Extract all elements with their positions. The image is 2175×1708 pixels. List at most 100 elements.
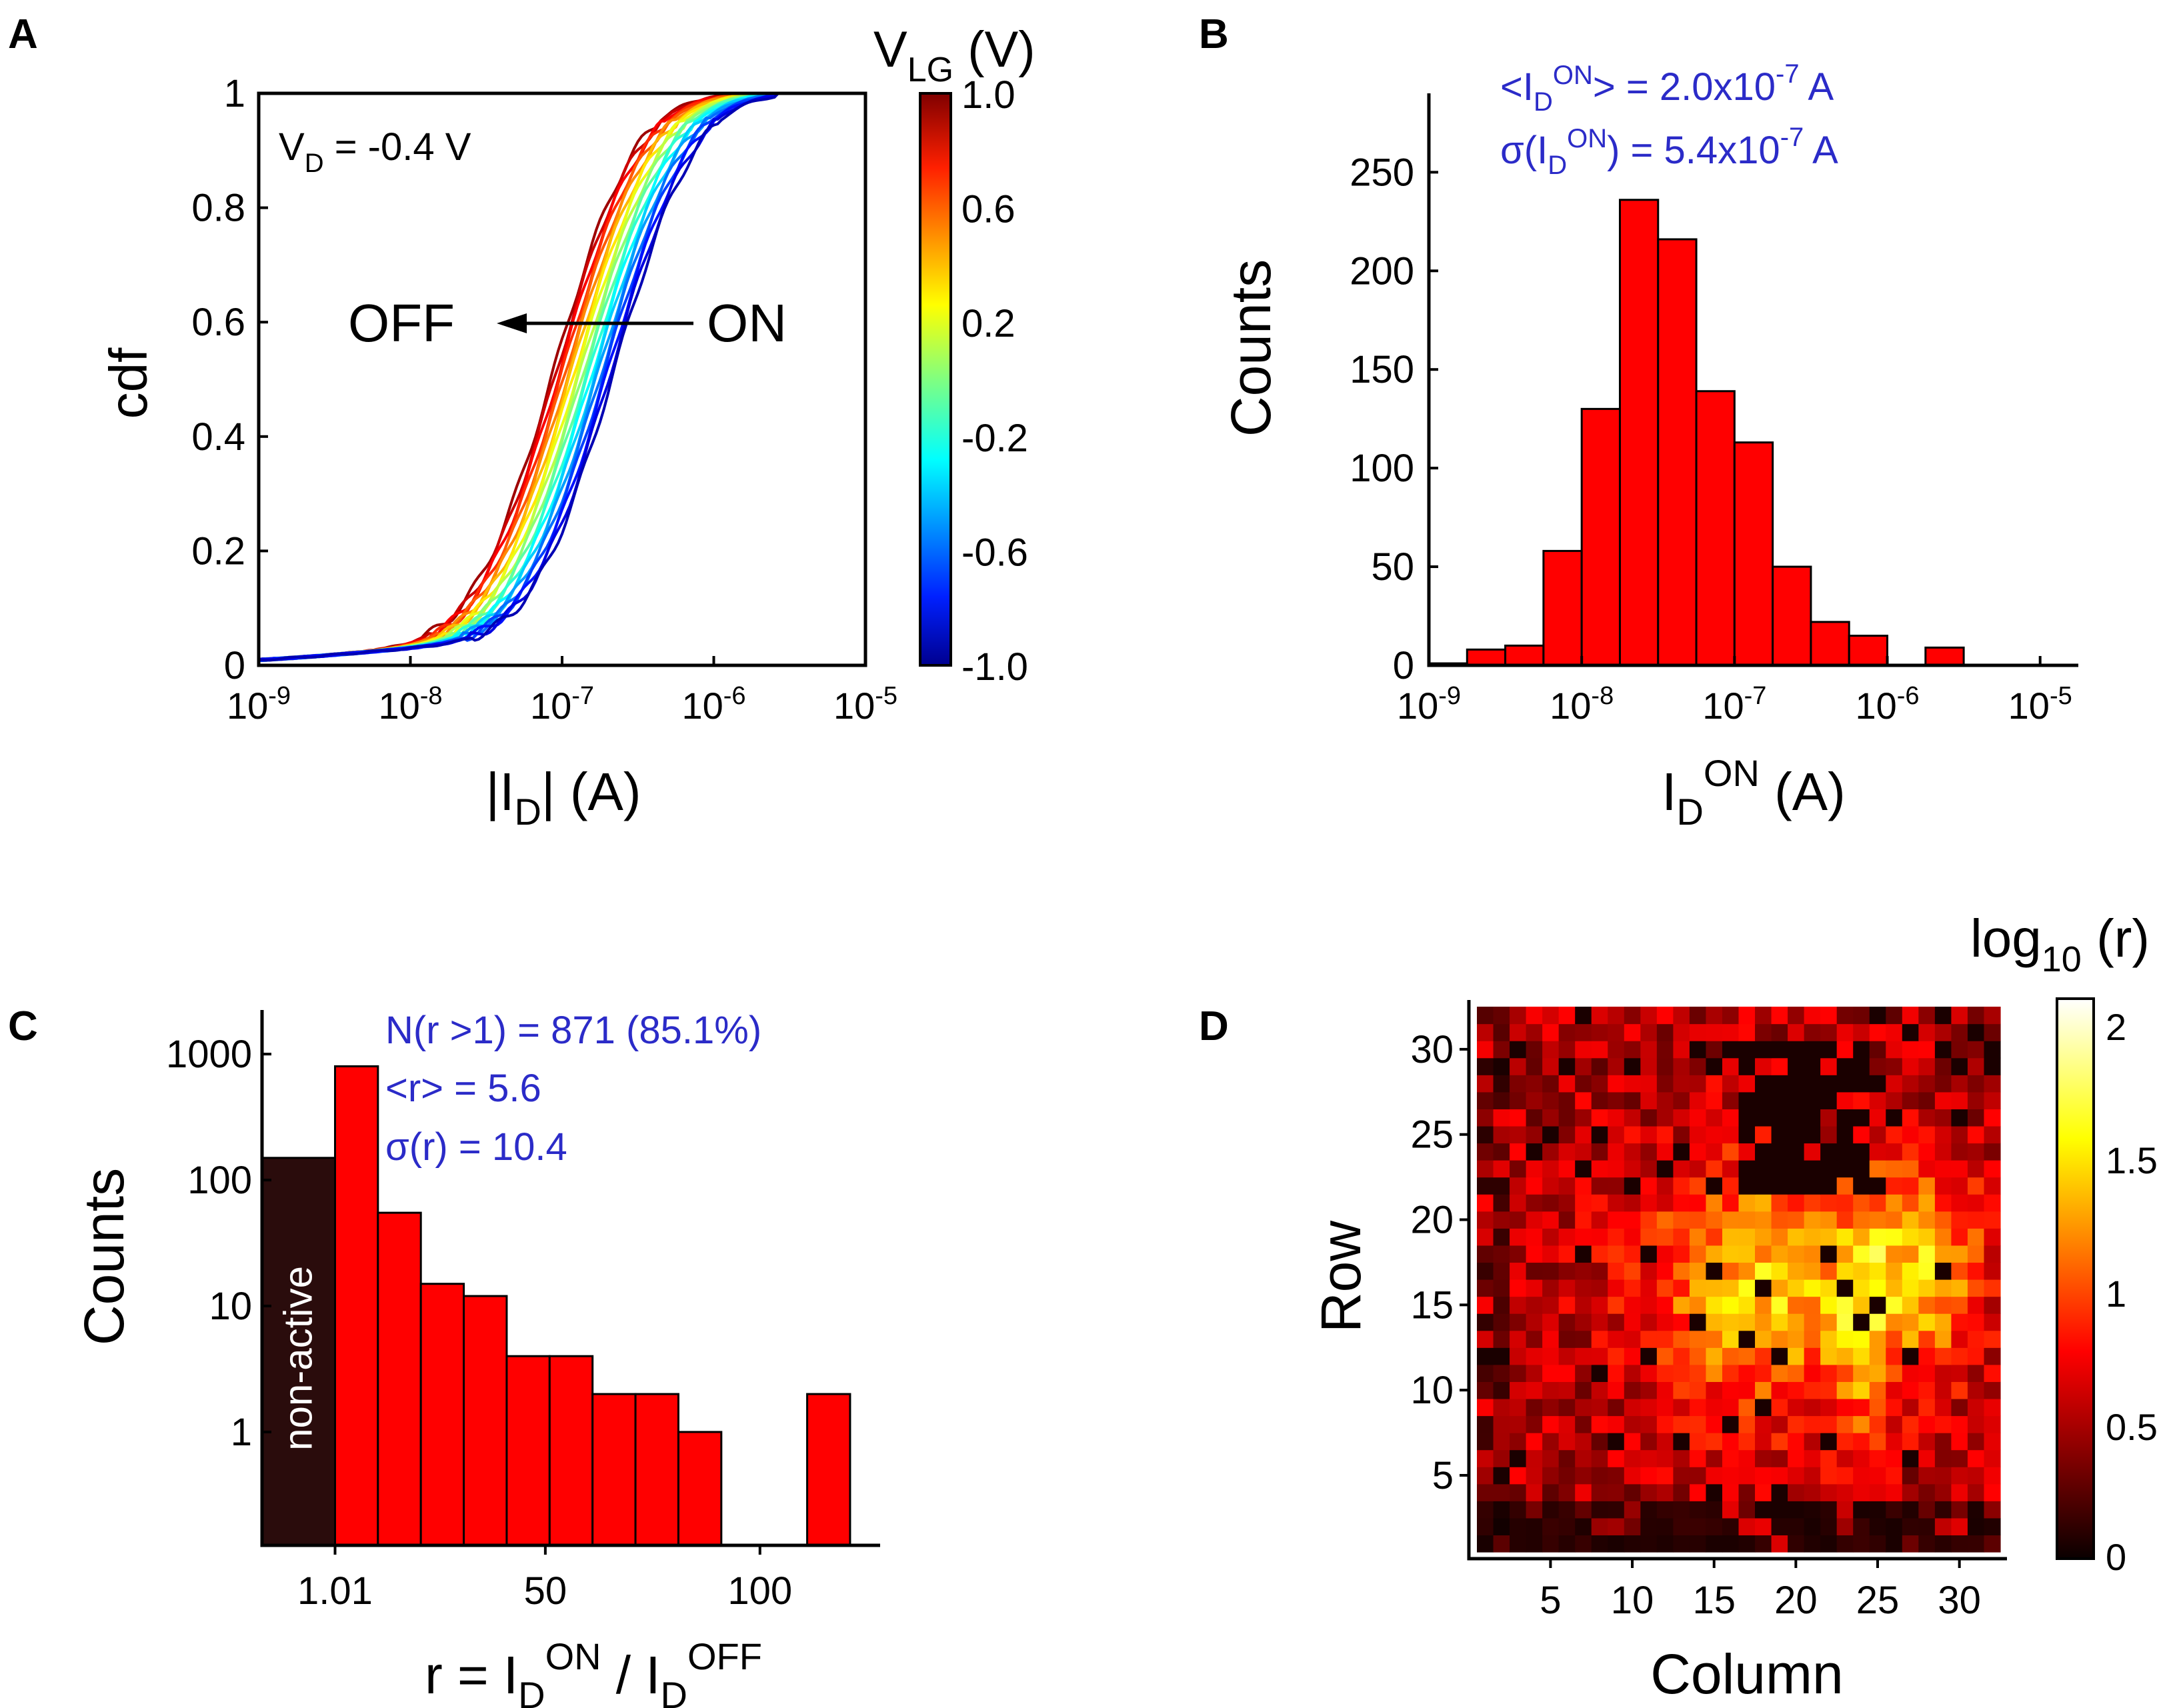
d-heatmap-cell — [1902, 1091, 1919, 1109]
b-y-tick-label: 200 — [1350, 249, 1414, 293]
d-heatmap-cell — [1689, 1041, 1707, 1059]
d-heatmap-cell — [1755, 1398, 1772, 1417]
d-heatmap-cell — [1526, 1262, 1543, 1280]
d-heatmap-cell — [1689, 1143, 1707, 1161]
d-heatmap-cell — [1771, 1143, 1788, 1161]
d-heatmap-cell — [1624, 1143, 1641, 1161]
b-x-tick-label: 10-5 — [2008, 682, 2072, 727]
d-heatmap-cell — [1477, 1228, 1494, 1246]
d-heatmap-cell — [1722, 1517, 1740, 1536]
d-heatmap-cell — [1771, 1041, 1788, 1059]
d-heatmap-cell — [1706, 1125, 1723, 1144]
d-heatmap-cell — [1575, 1125, 1592, 1144]
d-heatmap-cell — [1804, 1449, 1821, 1467]
d-heatmap-cell — [1575, 1347, 1592, 1365]
d-heatmap-cell — [1853, 1007, 1870, 1025]
d-heatmap-cell — [1869, 1075, 1886, 1093]
d-heatmap-cell — [1510, 1143, 1527, 1161]
d-heatmap-cell — [1591, 1262, 1608, 1280]
d-heatmap-cell — [1967, 1057, 1985, 1075]
d-heatmap-cell — [1656, 1143, 1674, 1161]
d-heatmap-cell — [1558, 1347, 1576, 1365]
d-heatmap-cell — [1918, 1041, 1936, 1059]
d-heatmap-cell — [1477, 1160, 1494, 1178]
d-heatmap-cell — [1951, 1517, 1968, 1536]
d-heatmap-cell — [1624, 1075, 1641, 1093]
c-bar — [377, 1211, 422, 1547]
d-heatmap-cell — [1510, 1075, 1527, 1093]
d-heatmap-cell — [1624, 1194, 1641, 1212]
d-x-tick-label: 15 — [1692, 1579, 1736, 1622]
d-heatmap-cell — [1722, 1091, 1740, 1109]
d-heatmap-cell — [1820, 1091, 1838, 1109]
d-colorbar-tick-label: 1 — [2106, 1273, 2126, 1315]
d-heatmap-cell — [1624, 1398, 1641, 1417]
d-heatmap-cell — [1526, 1279, 1543, 1297]
d-heatmap-cell — [1951, 1075, 1968, 1093]
d-heatmap-cell — [1510, 1347, 1527, 1365]
d-heatmap-cell — [1542, 1245, 1560, 1263]
d-heatmap-cell — [1934, 1398, 1952, 1417]
d-heatmap-cell — [1640, 1347, 1658, 1365]
d-x-axis-label: Column — [1650, 1643, 1843, 1705]
d-heatmap-cell — [1673, 1109, 1690, 1127]
d-heatmap-cell — [1836, 1007, 1854, 1025]
d-heatmap-cell — [1558, 1433, 1576, 1451]
d-heatmap-cell — [1869, 1467, 1886, 1485]
d-heatmap-cell — [1967, 1501, 1985, 1519]
d-heatmap-cell — [1510, 1535, 1527, 1553]
d-heatmap-cell — [1788, 1211, 1805, 1229]
d-heatmap-cell — [1706, 1109, 1723, 1127]
d-heatmap-cell — [1722, 1279, 1740, 1297]
d-heatmap-cell — [1984, 1177, 2001, 1195]
d-heatmap-cell — [1510, 1296, 1527, 1314]
d-heatmap-cell — [1608, 1433, 1625, 1451]
d-heatmap-cell — [1526, 1007, 1543, 1025]
d-heatmap-cell — [1526, 1296, 1543, 1314]
d-heatmap-cell — [1788, 1313, 1805, 1331]
d-heatmap-cell — [1967, 1330, 1985, 1348]
d-heatmap-cell — [1624, 1415, 1641, 1433]
d-heatmap-cell — [1640, 1057, 1658, 1075]
d-heatmap-cell — [1984, 1091, 2001, 1109]
d-heatmap-cell — [1542, 1330, 1560, 1348]
d-heatmap-cell — [1510, 1041, 1527, 1059]
d-heatmap-cell — [1608, 1057, 1625, 1075]
d-heatmap-cell — [1738, 1211, 1756, 1229]
d-heatmap-cell — [1853, 1041, 1870, 1059]
d-heatmap-cell — [1656, 1279, 1674, 1297]
d-heatmap-cell — [1689, 1109, 1707, 1127]
d-heatmap-cell — [1951, 1501, 1968, 1519]
a-x-tick-label: 10-5 — [833, 682, 897, 727]
d-heatmap-cell — [1836, 1398, 1854, 1417]
d-heatmap-cell — [1575, 1023, 1592, 1041]
d-heatmap-cell — [1902, 1007, 1919, 1025]
d-heatmap-cell — [1493, 1057, 1510, 1075]
c-bar — [806, 1393, 851, 1547]
d-heatmap-cell — [1722, 1296, 1740, 1314]
d-heatmap-cell — [1575, 1091, 1592, 1109]
a-vd-annotation: VD = -0.4 V — [279, 125, 471, 178]
a-y-axis-label: cdf — [99, 347, 158, 419]
d-heatmap-cell — [1526, 1160, 1543, 1178]
d-heatmap-cell — [1869, 1057, 1886, 1075]
d-heatmap-cell — [1722, 1449, 1740, 1467]
d-heatmap-cell — [1934, 1228, 1952, 1246]
d-heatmap-cell — [1934, 1211, 1952, 1229]
d-heatmap-cell — [1951, 1177, 1968, 1195]
d-heatmap-cell — [1984, 1483, 2001, 1501]
d-heatmap-cell — [1575, 1177, 1592, 1195]
d-heatmap-cell — [1918, 1262, 1936, 1280]
d-heatmap-cell — [1575, 1501, 1592, 1519]
d-heatmap-cell — [1984, 1262, 2001, 1280]
d-heatmap-cell — [1706, 1075, 1723, 1093]
d-heatmap-cell — [1869, 1501, 1886, 1519]
d-heatmap-cell — [1869, 1330, 1886, 1348]
d-heatmap-cell — [1656, 1501, 1674, 1519]
d-heatmap-cell — [1755, 1262, 1772, 1280]
d-heatmap-cell — [1886, 1517, 1903, 1536]
d-heatmap-cell — [1788, 1415, 1805, 1433]
d-heatmap-cell — [1755, 1057, 1772, 1075]
d-heatmap-cell — [1689, 1398, 1707, 1417]
d-heatmap-cell — [1967, 1211, 1985, 1229]
